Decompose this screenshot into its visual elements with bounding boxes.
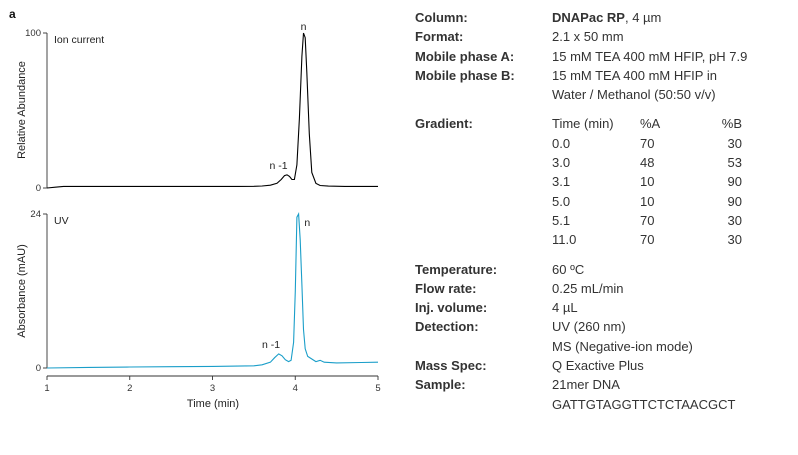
flow-rate-label: Flow rate:: [415, 280, 477, 296]
gradient-block: Gradient: Time (min) %A %B 0.0 70 30 3.0…: [415, 114, 795, 249]
column-row: Column: DNAPac RP, 4 µm: [415, 8, 795, 27]
x-ticks: 1 2 3 4 5: [44, 376, 381, 394]
gradient-b: 53: [727, 155, 742, 171]
temperature-row: Temperature: 60 ºC: [415, 260, 795, 279]
gradient-a: 10: [640, 193, 655, 209]
format-row: Format: 2.1 x 50 mm: [415, 27, 795, 46]
ion-current-label: Ion current: [54, 34, 104, 46]
chromatogram-figure: a 100 0 Relative Abundance Ion current n…: [9, 7, 381, 410]
mobile-phase-b-row: Mobile phase B: 15 mM TEA 400 mM HFIP in…: [415, 66, 795, 105]
gradient-row: 3.1 10 90: [552, 172, 795, 191]
gradient-b: 30: [727, 135, 742, 151]
bottom-y-axis-title: Absorbance (mAU): [16, 244, 28, 338]
gradient-time: 3.0: [552, 155, 571, 171]
uv-label: UV: [54, 215, 69, 227]
mobile-phase-b-label: Mobile phase B:: [415, 67, 515, 83]
gradient-label: Gradient:: [415, 116, 473, 132]
top-y-axis-title: Relative Abundance: [16, 61, 28, 159]
mass-spec-row: Mass Spec: Q Exactive Plus: [415, 356, 795, 375]
x-axis-title: Time (min): [187, 398, 239, 410]
sample-label: Sample:: [415, 377, 466, 393]
gradient-time: 5.0: [552, 193, 571, 209]
mobile-phase-a-label: Mobile phase A:: [415, 48, 515, 64]
flow-rate-row: Flow rate: 0.25 mL/min: [415, 279, 795, 298]
gradient-header-b: %B: [721, 116, 742, 132]
gradient-b: 90: [727, 193, 742, 209]
gradient-row: 3.0 48 53: [552, 153, 795, 172]
gradient-header: Time (min) %A %B: [552, 114, 795, 133]
sample-row: Sample: 21mer DNA GATTGTAGGTTCTCTAACGCT: [415, 375, 795, 414]
gradient-time: 5.1: [552, 212, 571, 228]
column-value: DNAPac RP, 4 µm: [552, 8, 795, 27]
mobile-phase-a-row: Mobile phase A: 15 mM TEA 400 mM HFIP, p…: [415, 47, 795, 66]
gradient-row: 11.0 70 30: [552, 230, 795, 249]
gradient-a: 10: [640, 174, 655, 190]
x-tick-label: 5: [375, 383, 380, 394]
format-label: Format:: [415, 29, 464, 45]
peak-label-n-1-bottom: n -1: [262, 339, 280, 351]
detection-line2: MS (Negative-ion mode): [552, 338, 693, 354]
bottom-ytick-label-0: 0: [36, 363, 41, 374]
mobile-phase-b-line2: Water / Methanol (50:50 v/v): [552, 87, 716, 103]
gradient-table: Time (min) %A %B 0.0 70 30 3.0 48 53 3.1…: [552, 114, 795, 249]
uv-trace: [46, 212, 379, 369]
mobile-phase-b-line1: 15 mM TEA 400 mM HFIP in: [552, 67, 717, 83]
gradient-a: 48: [640, 155, 655, 171]
gradient-a: 70: [640, 232, 655, 248]
sample-line1: 21mer DNA: [552, 377, 620, 393]
mass-spec-value: Q Exactive Plus: [552, 358, 644, 374]
mobile-phase-b-value: 15 mM TEA 400 mM HFIP in Water / Methano…: [552, 66, 795, 105]
gradient-row: 0.0 70 30: [552, 134, 795, 153]
gradient-row: 5.1 70 30: [552, 211, 795, 230]
ion-current-panel: 100 0 Relative Abundance Ion current n n…: [16, 21, 378, 194]
x-tick-label: 1: [44, 383, 49, 394]
column-name: DNAPac RP: [552, 10, 625, 25]
inj-volume-label: Inj. volume:: [415, 300, 488, 316]
gradient-b: 30: [727, 232, 742, 248]
gradient-row: 5.0 10 90: [552, 192, 795, 211]
gradient-a: 70: [640, 212, 655, 228]
gradient-b: 90: [727, 174, 742, 190]
bottom-ytick-label-24: 24: [30, 209, 41, 220]
inj-volume-row: Inj. volume: 4 µL: [415, 298, 795, 317]
temperature-label: Temperature:: [415, 261, 498, 277]
format-value: 2.1 x 50 mm: [552, 29, 624, 45]
top-ytick-label-0: 0: [36, 183, 41, 194]
detection-label: Detection:: [415, 319, 479, 335]
detection-row: Detection: UV (260 nm) MS (Negative-ion …: [415, 317, 795, 356]
gradient-header-a: %A: [640, 116, 661, 132]
detection-line1: UV (260 nm): [552, 319, 626, 335]
sample-line2: GATTGTAGGTTCTCTAACGCT: [552, 396, 736, 412]
panel-label: a: [9, 7, 16, 21]
peak-label-n-bottom: n: [304, 217, 310, 229]
gradient-time: 0.0: [552, 135, 571, 151]
ion-current-trace: [46, 32, 378, 189]
flow-rate-value: 0.25 mL/min: [552, 280, 624, 296]
detection-value: UV (260 nm) MS (Negative-ion mode): [552, 317, 795, 356]
gradient-b: 30: [727, 212, 742, 228]
gradient-time: 3.1: [552, 174, 571, 190]
peak-label-n-top: n: [301, 21, 307, 33]
uv-panel: 24 0 1 2 3 4 5 Absorbance (mAU) Time (min) U…: [16, 209, 381, 410]
gradient-header-time: Time (min): [552, 116, 614, 132]
top-ytick-label-100: 100: [25, 28, 41, 39]
gradient-a: 70: [640, 135, 655, 151]
x-tick-label: 2: [127, 383, 132, 394]
peak-label-n-1-top: n -1: [269, 160, 287, 172]
column-label: Column:: [415, 10, 468, 25]
inj-volume-value: 4 µL: [552, 300, 578, 316]
method-info: Column: DNAPac RP, 4 µm Format: 2.1 x 50…: [415, 8, 795, 414]
temperature-value: 60 ºC: [552, 261, 585, 277]
mobile-phase-a-value: 15 mM TEA 400 mM HFIP, pH 7.9: [552, 48, 748, 64]
column-particle: , 4 µm: [624, 10, 662, 25]
sample-value: 21mer DNA GATTGTAGGTTCTCTAACGCT: [552, 375, 795, 414]
gradient-time: 11.0: [552, 232, 577, 248]
mass-spec-label: Mass Spec:: [415, 358, 487, 374]
x-tick-label: 3: [210, 383, 215, 394]
x-tick-label: 4: [293, 383, 298, 394]
